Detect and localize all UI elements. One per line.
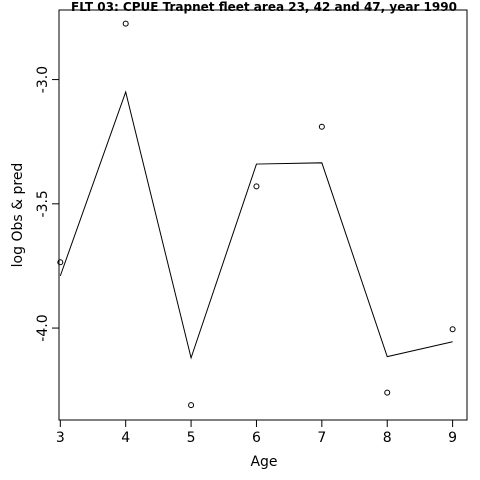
y-tick-label: -3.0: [35, 66, 51, 93]
y-tick-label: -4.0: [35, 314, 51, 341]
observed-point: [57, 259, 64, 266]
x-axis-title: Age: [250, 454, 277, 470]
x-axis: 3 4 5 6 7 8 9: [56, 419, 457, 446]
observed-point: [122, 20, 129, 27]
y-axis-title: log Obs & pred: [10, 163, 26, 268]
predicted-line: [59, 90, 453, 360]
x-tick-label: 8: [383, 430, 392, 446]
x-tick-label: 4: [121, 430, 130, 446]
x-tick-label: 5: [187, 430, 196, 446]
y-axis: -3.0 -3.5 -4.0: [35, 66, 60, 342]
observed-point: [384, 389, 391, 396]
x-tick-label: 3: [56, 430, 65, 446]
x-tick-label: 7: [317, 430, 326, 446]
observed-point: [318, 123, 325, 130]
y-tick-label: -3.5: [35, 190, 51, 217]
observed-point: [188, 402, 195, 409]
observed-point: [449, 326, 456, 333]
plot-area: [57, 20, 456, 409]
x-tick-label: 6: [252, 430, 261, 446]
chart-title: FLT 03: CPUE Trapnet fleet area 23, 42 a…: [71, 0, 457, 14]
plot-frame: [58, 9, 468, 421]
x-tick-label: 9: [448, 430, 457, 446]
observed-point: [253, 183, 260, 190]
